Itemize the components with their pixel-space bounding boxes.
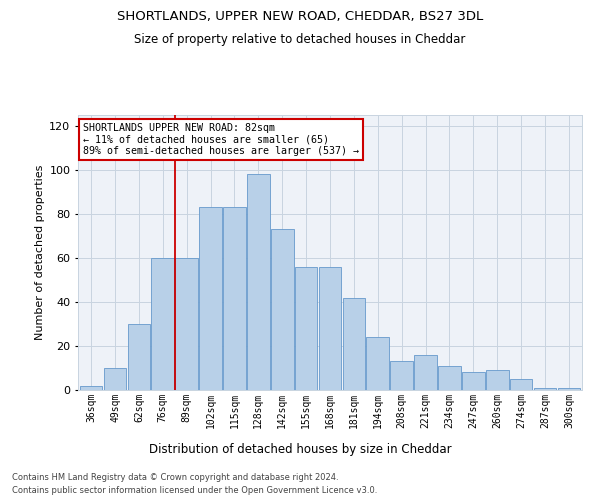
Bar bbox=[104, 368, 127, 390]
Bar bbox=[486, 370, 509, 390]
Text: Contains public sector information licensed under the Open Government Licence v3: Contains public sector information licen… bbox=[12, 486, 377, 495]
Bar bbox=[151, 258, 174, 390]
Bar bbox=[271, 230, 293, 390]
Text: SHORTLANDS UPPER NEW ROAD: 82sqm
← 11% of detached houses are smaller (65)
89% o: SHORTLANDS UPPER NEW ROAD: 82sqm ← 11% o… bbox=[83, 123, 359, 156]
Bar bbox=[295, 267, 317, 390]
Bar bbox=[414, 355, 437, 390]
Bar bbox=[247, 174, 269, 390]
Bar bbox=[557, 388, 580, 390]
Bar bbox=[367, 337, 389, 390]
Text: SHORTLANDS, UPPER NEW ROAD, CHEDDAR, BS27 3DL: SHORTLANDS, UPPER NEW ROAD, CHEDDAR, BS2… bbox=[117, 10, 483, 23]
Bar bbox=[343, 298, 365, 390]
Text: Contains HM Land Registry data © Crown copyright and database right 2024.: Contains HM Land Registry data © Crown c… bbox=[12, 472, 338, 482]
Bar bbox=[462, 372, 485, 390]
Bar bbox=[510, 379, 532, 390]
Text: Size of property relative to detached houses in Cheddar: Size of property relative to detached ho… bbox=[134, 32, 466, 46]
Bar bbox=[319, 267, 341, 390]
Bar bbox=[128, 324, 150, 390]
Bar bbox=[223, 208, 246, 390]
Bar bbox=[438, 366, 461, 390]
Bar bbox=[533, 388, 556, 390]
Y-axis label: Number of detached properties: Number of detached properties bbox=[35, 165, 45, 340]
Text: Distribution of detached houses by size in Cheddar: Distribution of detached houses by size … bbox=[149, 442, 451, 456]
Bar bbox=[175, 258, 198, 390]
Bar bbox=[199, 208, 222, 390]
Bar bbox=[391, 362, 413, 390]
Bar bbox=[80, 386, 103, 390]
